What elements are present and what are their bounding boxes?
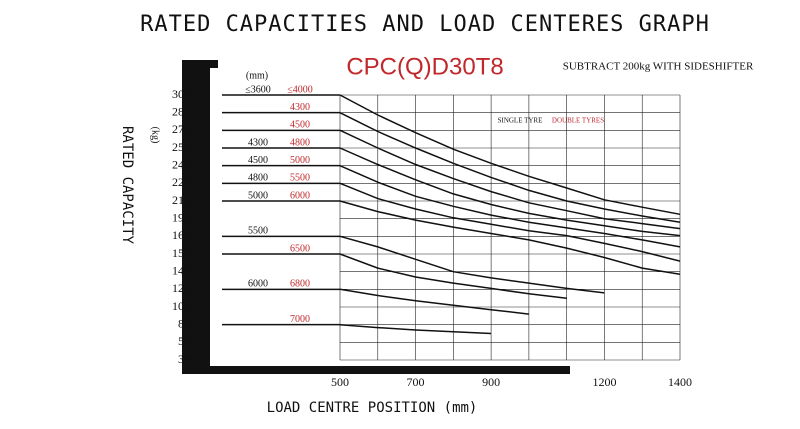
mast-label-single: 5000 [248,190,268,201]
mast-label-single: 4300 [248,137,268,148]
mast-label-double: 4800 [290,137,310,148]
x-tick-label: 700 [407,375,425,389]
curve [339,147,681,237]
y-tick-label: 3000 [172,87,196,101]
curve [339,182,681,262]
x-tick-label: 500 [331,375,349,389]
curve [339,165,681,248]
legend-double: DOUBLE TYRES [552,117,604,125]
note: SUBTRACT 200kg WITH SIDESHIFTER [563,61,754,73]
mast-label-double: 5000 [290,155,310,166]
curve [339,323,492,335]
mast-label-double: 7000 [290,314,310,325]
y-tick-label: 1000 [172,299,196,313]
y-tick-label: 500 [178,334,196,348]
y-label: RATED CAPACITY [119,126,135,245]
mast-label-double: 6000 [290,190,310,201]
y-tick-label: 2100 [172,193,196,207]
x-label: LOAD CENTRE POSITION (mm) [267,400,478,416]
x-tick-label: 1400 [668,375,692,389]
x-tick-label: 900 [482,375,500,389]
y-tick-label: 1500 [172,246,196,260]
model: CPC(Q)D30T8 [346,53,503,80]
y-tick-label: 2550 [172,140,196,154]
y-tick-label: 1200 [172,281,196,295]
mast-label-double: 4300 [290,102,310,113]
mast-label-double: ≤4000 [287,84,313,95]
mast-label-single: 6000 [248,279,268,290]
curve [339,200,681,276]
curve [339,112,681,223]
legend-single: SINGLE TYRE [498,117,543,125]
mast-label-double: 6500 [290,243,310,254]
y-tick-label: 800 [178,316,196,330]
curve [339,253,567,299]
y-tick-label: 2250 [172,175,196,189]
x-tick-label: 1200 [592,375,616,389]
y-tick-label: 1650 [172,228,196,242]
mast-label-double: 4500 [290,120,310,131]
y-tick-label: 2400 [172,157,196,171]
curve [339,235,605,294]
mast-label-double: 6800 [290,279,310,290]
y-tick-label: 1900 [172,210,196,224]
curve [339,129,681,230]
curve [339,288,529,315]
y-unit: (kg) [150,127,161,144]
mast-label-single: 5500 [248,226,268,237]
y-tick-label: 1400 [172,263,196,277]
y-tick-label: 300 [178,352,196,366]
mast-label-double: 5500 [290,173,310,184]
mast-label-single: ≤3600 [245,84,271,95]
curve [339,94,681,216]
mast-unit: (mm) [246,70,268,81]
y-tick-label: 2850 [172,104,196,118]
y-tick-label: 2700 [172,122,196,136]
chart-title: RATED CAPACITIES AND LOAD CENTERES GRAPH [140,12,710,37]
mast-label-single: 4800 [248,173,268,184]
mast-label-single: 4500 [248,155,268,166]
